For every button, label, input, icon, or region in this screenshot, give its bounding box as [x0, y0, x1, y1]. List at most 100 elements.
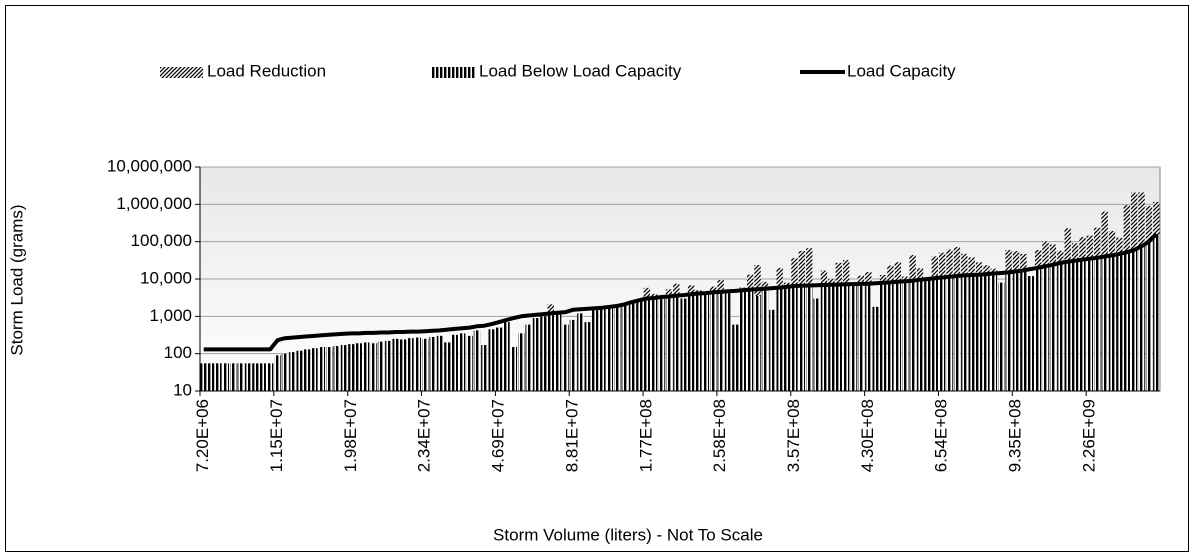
- bar-below-capacity: [924, 279, 931, 391]
- x-axis-title: Storm Volume (liters) - Not To Scale: [493, 525, 763, 544]
- bar-below-capacity: [1005, 272, 1012, 391]
- bar-below-capacity: [562, 324, 569, 391]
- x-tick-label: 9.35E+08: [1005, 399, 1024, 472]
- bar-below-capacity: [532, 318, 540, 391]
- bar-load-reduction: [1116, 237, 1123, 254]
- bar-below-capacity: [237, 363, 244, 391]
- bar-below-capacity: [510, 347, 518, 391]
- bar-below-capacity: [695, 293, 702, 391]
- bar-load-reduction: [806, 248, 813, 286]
- bar-load-reduction: [1153, 201, 1160, 235]
- bar-load-reduction: [909, 255, 916, 281]
- x-tick-label: 4.69E+07: [489, 399, 508, 472]
- bar-load-reduction: [946, 249, 953, 277]
- bar-below-capacity: [1020, 270, 1027, 391]
- legend-swatch: [160, 67, 203, 78]
- bar-below-capacity: [998, 282, 1005, 391]
- bar-load-reduction: [776, 267, 783, 288]
- bar-load-reduction: [916, 268, 924, 281]
- bar-load-reduction: [842, 260, 850, 285]
- bar-below-capacity: [1086, 258, 1094, 391]
- bar-load-reduction: [887, 265, 894, 283]
- bar-below-capacity: [1079, 259, 1086, 391]
- bar-below-capacity: [525, 324, 532, 391]
- bar-load-reduction: [820, 270, 828, 286]
- bar-below-capacity: [769, 309, 776, 391]
- bar-below-capacity: [702, 293, 710, 391]
- bar-below-capacity: [348, 344, 355, 391]
- bar-below-capacity: [540, 316, 547, 391]
- bar-load-reduction: [710, 286, 717, 293]
- bar-below-capacity: [554, 310, 562, 391]
- bar-below-capacity: [414, 337, 422, 391]
- bar-below-capacity: [606, 307, 614, 391]
- bar-below-capacity: [798, 285, 806, 391]
- bar-below-capacity: [680, 298, 687, 391]
- bar-load-reduction: [547, 304, 554, 315]
- bar-below-capacity: [953, 276, 961, 391]
- bar-load-reduction: [879, 274, 887, 284]
- bar-below-capacity: [547, 314, 554, 391]
- bar-load-reduction: [761, 281, 769, 289]
- bar-below-capacity: [599, 308, 606, 391]
- bar-load-reduction: [1101, 211, 1108, 257]
- bar-below-capacity: [879, 283, 887, 391]
- bar-load-reduction: [938, 252, 946, 278]
- bar-below-capacity: [658, 299, 665, 391]
- bar-load-reduction: [857, 275, 865, 285]
- bar-below-capacity: [673, 296, 680, 391]
- bar-below-capacity: [458, 333, 466, 391]
- bar-below-capacity: [591, 309, 599, 391]
- bar-below-capacity: [1071, 260, 1079, 391]
- bar-below-capacity: [289, 352, 296, 391]
- bar-below-capacity: [1094, 257, 1101, 391]
- bar-load-reduction: [1123, 205, 1130, 253]
- bar-load-reduction: [1057, 250, 1064, 263]
- bar-below-capacity: [326, 347, 333, 391]
- bar-below-capacity: [444, 342, 451, 391]
- bar-below-capacity: [311, 348, 318, 391]
- bar-load-reduction: [1079, 237, 1086, 260]
- bar-below-capacity: [1057, 262, 1064, 391]
- bar-below-capacity: [399, 339, 407, 391]
- bar-below-capacity: [392, 338, 399, 391]
- bar-below-capacity: [1049, 264, 1057, 391]
- bar-below-capacity: [407, 338, 414, 391]
- y-tick-label: 10,000: [140, 268, 192, 287]
- bar-load-reduction: [1034, 249, 1042, 268]
- bar-below-capacity: [710, 292, 717, 391]
- bar-below-capacity: [902, 281, 909, 391]
- y-tick-label: 1,000,000: [116, 194, 192, 213]
- bar-below-capacity: [1138, 246, 1145, 391]
- x-tick-label: 1.15E+07: [267, 399, 286, 472]
- bar-load-reduction: [865, 271, 872, 284]
- x-tick-label: 6.54E+08: [932, 399, 951, 472]
- bar-below-capacity: [687, 294, 695, 391]
- bar-below-capacity: [244, 363, 252, 391]
- bar-below-capacity: [783, 287, 791, 391]
- bar-below-capacity: [813, 298, 820, 391]
- bar-below-capacity: [636, 300, 643, 391]
- bar-below-capacity: [274, 355, 281, 391]
- bar-below-capacity: [318, 347, 326, 391]
- bar-below-capacity: [938, 277, 946, 391]
- bar-load-reduction: [1145, 206, 1153, 242]
- bar-below-capacity: [1116, 253, 1123, 391]
- y-tick-label: 100,000: [131, 231, 192, 250]
- bar-below-capacity: [333, 346, 340, 391]
- bar-below-capacity: [200, 363, 207, 391]
- bar-below-capacity: [665, 296, 673, 391]
- bar-load-reduction: [1064, 228, 1071, 262]
- bar-load-reduction: [1094, 227, 1101, 258]
- bar-below-capacity: [362, 342, 370, 391]
- bar-load-reduction: [894, 262, 902, 283]
- bar-load-reduction: [975, 262, 983, 275]
- bar-below-capacity: [266, 363, 274, 391]
- bar-below-capacity: [503, 322, 510, 391]
- bar-below-capacity: [761, 288, 769, 391]
- bar-below-capacity: [621, 305, 628, 391]
- bar-below-capacity: [946, 276, 953, 391]
- bar-below-capacity: [466, 335, 473, 391]
- bar-load-reduction: [931, 256, 938, 279]
- bar-below-capacity: [451, 334, 458, 391]
